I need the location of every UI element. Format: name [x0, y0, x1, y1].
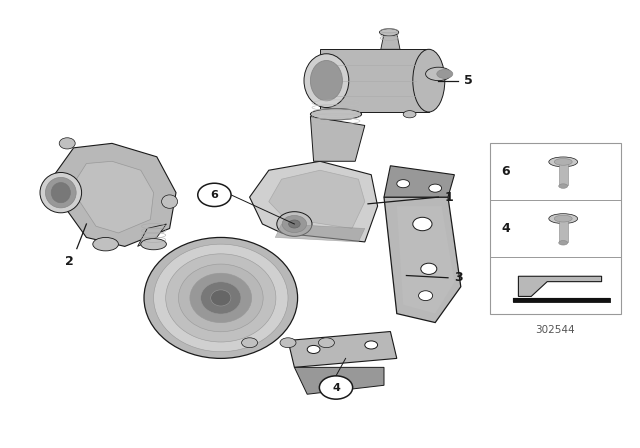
Ellipse shape — [554, 159, 572, 165]
Polygon shape — [275, 224, 365, 242]
Ellipse shape — [397, 180, 410, 188]
Ellipse shape — [190, 273, 252, 323]
Ellipse shape — [549, 157, 578, 167]
Ellipse shape — [429, 184, 442, 192]
Ellipse shape — [40, 172, 82, 213]
Ellipse shape — [426, 67, 451, 81]
Ellipse shape — [559, 184, 568, 188]
Polygon shape — [74, 161, 154, 233]
Text: 2: 2 — [65, 255, 74, 268]
Ellipse shape — [154, 244, 288, 352]
Polygon shape — [397, 206, 454, 314]
Ellipse shape — [59, 138, 76, 149]
Ellipse shape — [319, 338, 334, 348]
Ellipse shape — [307, 345, 320, 353]
Ellipse shape — [45, 177, 76, 208]
Ellipse shape — [365, 341, 378, 349]
Ellipse shape — [211, 290, 231, 306]
Ellipse shape — [549, 214, 578, 224]
Ellipse shape — [380, 29, 399, 36]
Ellipse shape — [413, 217, 432, 231]
Ellipse shape — [162, 195, 178, 208]
Ellipse shape — [419, 291, 433, 301]
Circle shape — [198, 183, 231, 207]
Ellipse shape — [242, 338, 258, 348]
Ellipse shape — [93, 237, 118, 251]
Polygon shape — [138, 224, 166, 246]
Ellipse shape — [403, 111, 416, 118]
Ellipse shape — [346, 111, 358, 118]
Ellipse shape — [310, 109, 362, 120]
Polygon shape — [269, 170, 365, 228]
Ellipse shape — [304, 54, 349, 108]
Ellipse shape — [201, 282, 241, 314]
Polygon shape — [381, 34, 400, 49]
Polygon shape — [294, 367, 384, 394]
Text: 5: 5 — [464, 74, 473, 87]
Polygon shape — [288, 332, 397, 367]
Ellipse shape — [554, 215, 572, 222]
Ellipse shape — [144, 237, 298, 358]
Text: 1: 1 — [445, 190, 454, 204]
Polygon shape — [518, 276, 602, 297]
Ellipse shape — [421, 263, 436, 274]
Text: 4: 4 — [332, 383, 340, 392]
Polygon shape — [384, 197, 461, 323]
Ellipse shape — [51, 182, 70, 202]
Ellipse shape — [289, 220, 300, 228]
Text: 6: 6 — [211, 190, 218, 200]
Ellipse shape — [141, 238, 166, 250]
FancyBboxPatch shape — [559, 220, 568, 242]
Polygon shape — [384, 166, 454, 197]
Polygon shape — [320, 49, 429, 112]
Text: 4: 4 — [501, 222, 510, 235]
FancyBboxPatch shape — [559, 163, 568, 185]
Text: 6: 6 — [501, 165, 510, 178]
Ellipse shape — [166, 254, 276, 342]
Text: 302544: 302544 — [536, 325, 575, 335]
Ellipse shape — [559, 241, 568, 245]
Polygon shape — [54, 143, 176, 246]
Ellipse shape — [179, 264, 263, 332]
Polygon shape — [310, 116, 365, 161]
Ellipse shape — [277, 212, 312, 237]
Polygon shape — [250, 161, 378, 242]
Ellipse shape — [282, 215, 307, 233]
Ellipse shape — [413, 49, 445, 112]
Ellipse shape — [310, 60, 342, 101]
FancyBboxPatch shape — [490, 143, 621, 314]
Circle shape — [319, 376, 353, 399]
Ellipse shape — [280, 338, 296, 348]
Ellipse shape — [436, 69, 453, 78]
Text: 3: 3 — [454, 271, 463, 284]
